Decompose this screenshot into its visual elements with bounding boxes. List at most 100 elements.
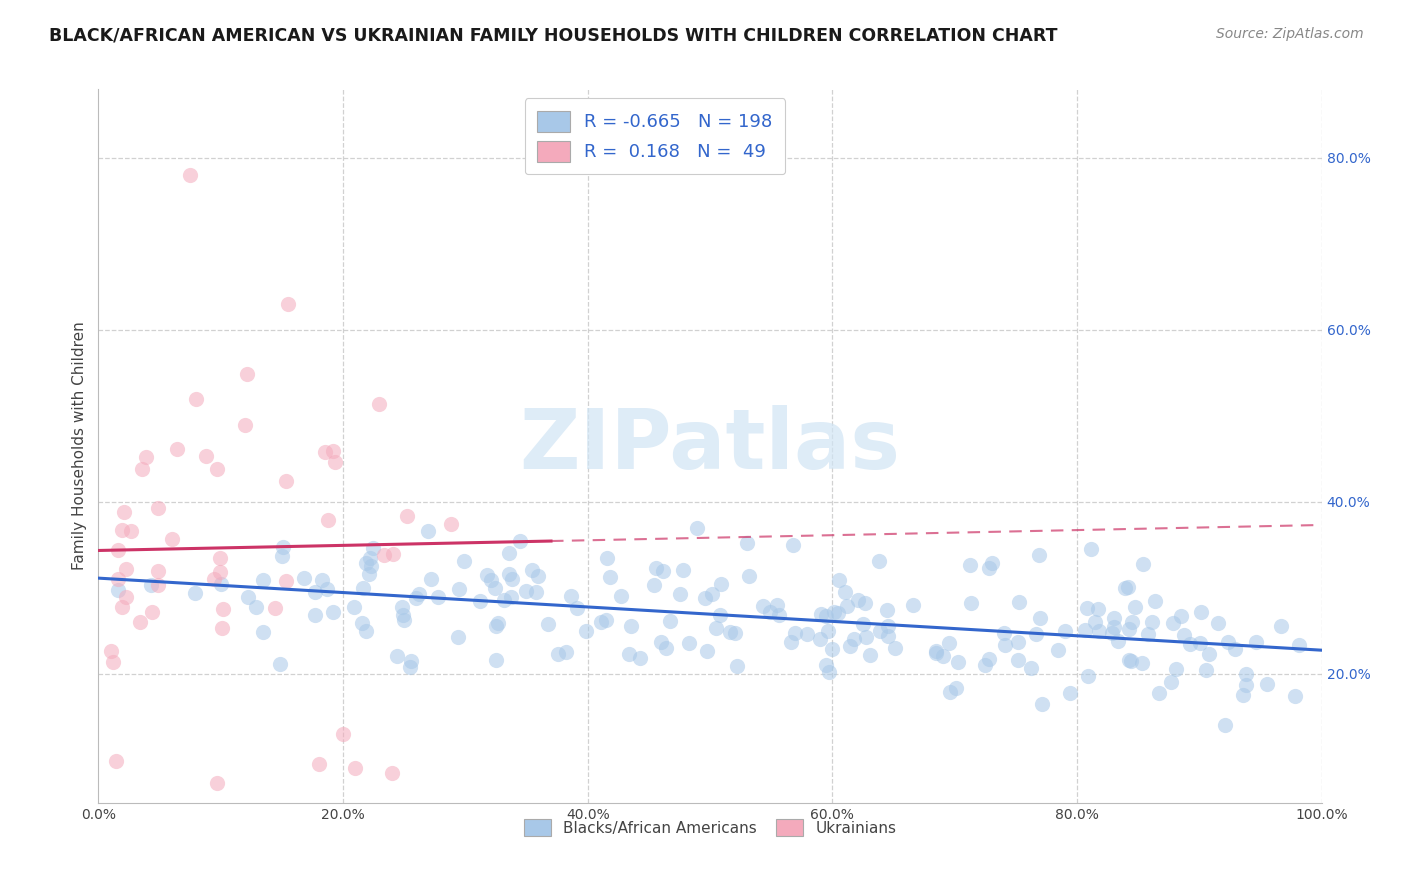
- Point: [678, 636, 700, 650]
- Point: [628, 651, 651, 665]
- Point: [274, 574, 297, 589]
- Point: [114, 561, 136, 575]
- Point: [274, 474, 297, 488]
- Point: [354, 556, 377, 570]
- Point: [515, 584, 537, 599]
- Point: [925, 646, 948, 660]
- Point: [555, 645, 578, 659]
- Point: [945, 681, 967, 695]
- Point: [271, 540, 294, 554]
- Point: [599, 569, 621, 583]
- Point: [1234, 677, 1257, 691]
- Point: [1140, 615, 1163, 630]
- Point: [946, 656, 969, 670]
- Point: [314, 445, 336, 459]
- Point: [838, 639, 860, 653]
- Point: [205, 775, 228, 789]
- Point: [785, 626, 807, 640]
- Point: [129, 615, 152, 629]
- Point: [139, 578, 162, 592]
- Point: [823, 605, 845, 619]
- Point: [316, 582, 339, 596]
- Point: [979, 561, 1001, 575]
- Point: [447, 582, 470, 596]
- Point: [316, 513, 339, 527]
- Point: [852, 617, 875, 632]
- Point: [979, 652, 1001, 666]
- Point: [610, 589, 633, 603]
- Point: [1130, 657, 1153, 671]
- Point: [591, 615, 613, 629]
- Point: [252, 625, 274, 640]
- Point: [686, 521, 709, 535]
- Point: [205, 462, 228, 476]
- Legend: Blacks/African Americans, Ukrainians: Blacks/African Americans, Ukrainians: [515, 810, 905, 845]
- Point: [367, 397, 389, 411]
- Point: [672, 563, 695, 577]
- Point: [479, 573, 502, 587]
- Point: [271, 549, 294, 564]
- Point: [827, 606, 849, 620]
- Point: [361, 541, 384, 555]
- Point: [1213, 718, 1236, 732]
- Point: [877, 629, 900, 643]
- Point: [426, 590, 449, 604]
- Point: [814, 608, 837, 623]
- Point: [498, 546, 520, 560]
- Point: [308, 757, 330, 772]
- Point: [669, 587, 692, 601]
- Point: [416, 524, 439, 538]
- Point: [304, 608, 326, 623]
- Point: [994, 638, 1017, 652]
- Point: [808, 632, 831, 647]
- Y-axis label: Family Households with Children: Family Households with Children: [72, 322, 87, 570]
- Point: [575, 624, 598, 639]
- Point: [738, 568, 761, 582]
- Point: [718, 625, 741, 640]
- Point: [354, 624, 377, 639]
- Point: [1216, 635, 1239, 649]
- Point: [498, 566, 520, 581]
- Point: [1147, 686, 1170, 700]
- Point: [1189, 605, 1212, 619]
- Point: [392, 613, 415, 627]
- Point: [1008, 595, 1031, 609]
- Point: [292, 571, 315, 585]
- Point: [735, 535, 758, 549]
- Point: [1246, 635, 1268, 649]
- Point: [1046, 643, 1069, 657]
- Point: [1118, 653, 1140, 667]
- Point: [1028, 549, 1050, 563]
- Point: [537, 617, 560, 632]
- Point: [1116, 580, 1139, 594]
- Point: [821, 641, 844, 656]
- Point: [263, 601, 285, 615]
- Point: [1025, 627, 1047, 641]
- Point: [1143, 594, 1166, 608]
- Point: [1234, 666, 1257, 681]
- Point: [485, 619, 508, 633]
- Point: [595, 614, 617, 628]
- Point: [453, 554, 475, 568]
- Point: [1161, 615, 1184, 630]
- Point: [765, 598, 787, 612]
- Point: [1119, 654, 1142, 668]
- Point: [652, 564, 675, 578]
- Text: ZIPatlas: ZIPatlas: [520, 406, 900, 486]
- Point: [650, 635, 672, 649]
- Point: [120, 524, 142, 538]
- Point: [993, 625, 1015, 640]
- Point: [925, 643, 948, 657]
- Point: [208, 566, 231, 580]
- Point: [1198, 647, 1220, 661]
- Point: [1080, 541, 1102, 556]
- Point: [1284, 689, 1306, 703]
- Point: [1160, 674, 1182, 689]
- Point: [780, 635, 803, 649]
- Point: [352, 615, 374, 630]
- Point: [101, 655, 124, 669]
- Point: [1087, 624, 1109, 638]
- Point: [817, 624, 839, 638]
- Point: [617, 647, 640, 661]
- Point: [107, 572, 129, 586]
